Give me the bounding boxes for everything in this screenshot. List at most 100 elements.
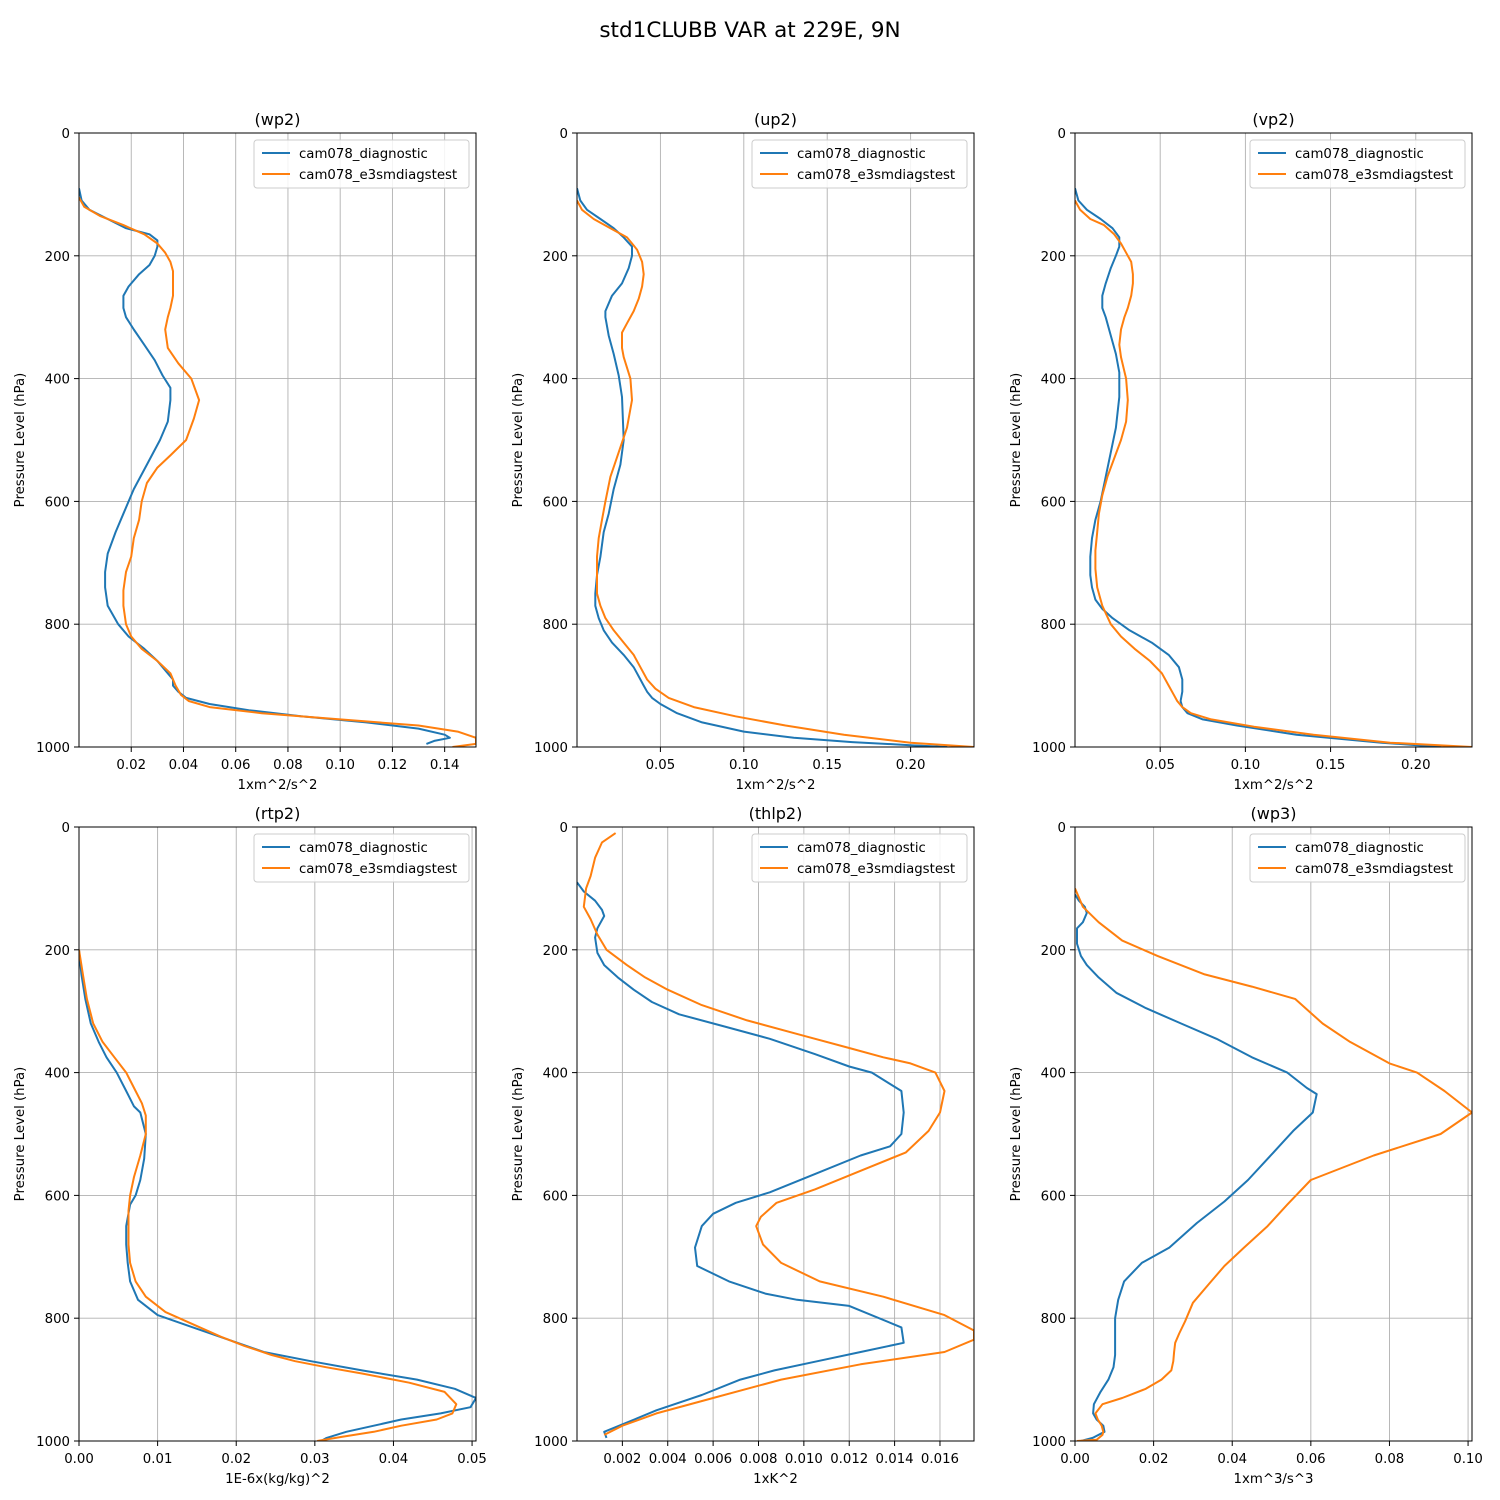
y-tick-label: 200 xyxy=(45,250,70,265)
y-tick-label: 800 xyxy=(1041,618,1066,633)
y-tick-label: 800 xyxy=(45,618,70,633)
y-tick-label: 800 xyxy=(543,1312,568,1327)
x-tick-label: 0.012 xyxy=(830,1452,868,1467)
y-tick-label: 600 xyxy=(45,495,70,510)
legend-box xyxy=(751,139,968,189)
y-tick-label: 400 xyxy=(1041,373,1066,388)
legend-box xyxy=(751,833,968,883)
legend: cam078_diagnostic cam078_e3smdiagstest xyxy=(1249,139,1466,189)
x-tick-label: 0.06 xyxy=(221,758,251,773)
legend-label: cam078_e3smdiagstest xyxy=(1295,862,1453,877)
y-tick-label: 600 xyxy=(1041,1189,1066,1204)
y-tick-label: 0 xyxy=(62,821,70,836)
y-tick-label: 400 xyxy=(45,1067,70,1082)
x-tick-label: 0.06 xyxy=(1296,1452,1326,1467)
subplot-title: (rtp2) xyxy=(255,804,301,823)
x-axis-label: 1xm^3/s^3 xyxy=(1234,1472,1314,1487)
y-tick-label: 200 xyxy=(1041,944,1066,959)
legend: cam078_diagnostic cam078_e3smdiagstest xyxy=(751,833,968,883)
y-tick-label: 600 xyxy=(45,1189,70,1204)
subplot-title: (wp3) xyxy=(1251,804,1297,823)
y-tick-label: 0 xyxy=(560,127,568,142)
y-axis-label: Pressure Level (hPa) xyxy=(13,373,28,508)
legend-box xyxy=(1249,833,1466,883)
x-tick-label: 0.04 xyxy=(1217,1452,1247,1467)
axes-frame xyxy=(576,826,975,1442)
y-tick-label: 400 xyxy=(543,373,568,388)
x-tick-label: 0.10 xyxy=(325,758,355,773)
y-tick-label: 1000 xyxy=(1032,741,1066,756)
y-tick-label: 1000 xyxy=(534,741,568,756)
series-line-diagnostic xyxy=(1075,188,1442,747)
series-line-diagnostic xyxy=(1075,893,1318,1441)
series-line-e3smdiagstest xyxy=(1075,200,1472,747)
legend-label: cam078_diagnostic xyxy=(797,841,926,856)
x-tick-label: 0.08 xyxy=(273,758,303,773)
y-tick-label: 1000 xyxy=(36,741,70,756)
x-tick-label: 0.10 xyxy=(729,758,759,773)
axes-frame xyxy=(1074,132,1473,748)
x-tick-label: 0.01 xyxy=(143,1452,173,1467)
x-axis-label: 1xm^2/s^2 xyxy=(238,778,318,793)
y-tick-label: 1000 xyxy=(534,1435,568,1450)
x-tick-label: 0.006 xyxy=(694,1452,732,1467)
series-line-e3smdiagstest xyxy=(79,949,458,1441)
axes-frame xyxy=(1074,826,1473,1442)
legend-label: cam078_diagnostic xyxy=(299,147,428,162)
y-tick-label: 1000 xyxy=(1032,1435,1066,1450)
x-tick-label: 0.04 xyxy=(169,758,199,773)
y-tick-label: 200 xyxy=(1041,250,1066,265)
subplot-wp2: 0.02 0.04 0.06 0.08 0.10 0.12 0.14 0 200 400 600 80… xyxy=(13,110,477,793)
series-line-diagnostic xyxy=(79,188,451,745)
figure-suptitle: std1CLUBB VAR at 229E, 9N xyxy=(599,18,900,43)
legend: cam078_diagnostic cam078_e3smdiagstest xyxy=(751,139,968,189)
subplot-wp3: 0.00 0.02 0.04 0.06 0.08 0.10 0 200 400 600 800 100… xyxy=(1009,804,1483,1487)
x-tick-label: 0.014 xyxy=(876,1452,914,1467)
y-axis-label: Pressure Level (hPa) xyxy=(511,1067,526,1202)
legend-label: cam078_e3smdiagstest xyxy=(1295,168,1453,183)
y-tick-label: 600 xyxy=(1041,495,1066,510)
subplot-title: (up2) xyxy=(754,110,797,129)
y-tick-label: 0 xyxy=(560,821,568,836)
x-tick-label: 0.004 xyxy=(649,1452,687,1467)
x-tick-label: 0.14 xyxy=(430,758,460,773)
legend-label: cam078_e3smdiagstest xyxy=(299,168,457,183)
legend: cam078_diagnostic cam078_e3smdiagstest xyxy=(1249,833,1466,883)
x-axis-label: 1E-6x(kg/kg)^2 xyxy=(225,1472,330,1487)
subplot-rtp2: 0.00 0.01 0.02 0.03 0.04 0.05 0 200 400 600 800 100… xyxy=(13,804,487,1487)
y-tick-label: 1000 xyxy=(36,1435,70,1450)
subplot-thlp2: 0.002 0.004 0.006 0.008 0.010 0.012 0.014 0.016… xyxy=(511,804,975,1487)
axes-frame xyxy=(576,132,975,748)
x-axis-label: 1xK^2 xyxy=(753,1472,798,1487)
legend-label: cam078_e3smdiagstest xyxy=(797,862,955,877)
legend-label: cam078_e3smdiagstest xyxy=(797,168,955,183)
series-line-diagnostic xyxy=(79,949,476,1441)
x-tick-label: 0.05 xyxy=(1145,758,1175,773)
x-tick-label: 0.002 xyxy=(603,1452,641,1467)
y-tick-label: 400 xyxy=(543,1067,568,1082)
y-tick-label: 800 xyxy=(45,1312,70,1327)
series-line-diagnostic xyxy=(577,881,905,1439)
series-line-diagnostic xyxy=(577,188,948,747)
legend: cam078_diagnostic cam078_e3smdiagstest xyxy=(253,139,470,189)
x-axis-label: 1xm^2/s^2 xyxy=(736,778,816,793)
x-tick-label: 0.00 xyxy=(64,1452,94,1467)
x-tick-label: 0.20 xyxy=(1401,758,1431,773)
y-tick-label: 600 xyxy=(543,1189,568,1204)
x-tick-label: 0.008 xyxy=(739,1452,777,1467)
y-tick-label: 800 xyxy=(1041,1312,1066,1327)
y-tick-label: 0 xyxy=(1058,127,1066,142)
y-tick-label: 0 xyxy=(62,127,70,142)
x-tick-label: 0.04 xyxy=(379,1452,409,1467)
x-tick-label: 0.05 xyxy=(457,1452,487,1467)
subplot-title: (thlp2) xyxy=(749,804,803,823)
series-line-e3smdiagstest xyxy=(1075,888,1472,1441)
legend-box xyxy=(253,139,470,189)
x-tick-label: 0.20 xyxy=(896,758,926,773)
subplot-title: (wp2) xyxy=(255,110,301,129)
x-tick-label: 0.15 xyxy=(812,758,842,773)
x-tick-label: 0.15 xyxy=(1316,758,1346,773)
subplot-vp2: 0.05 0.10 0.15 0.20 0 200 400 600 800 1000 (vp2) 1x… xyxy=(1009,110,1473,793)
